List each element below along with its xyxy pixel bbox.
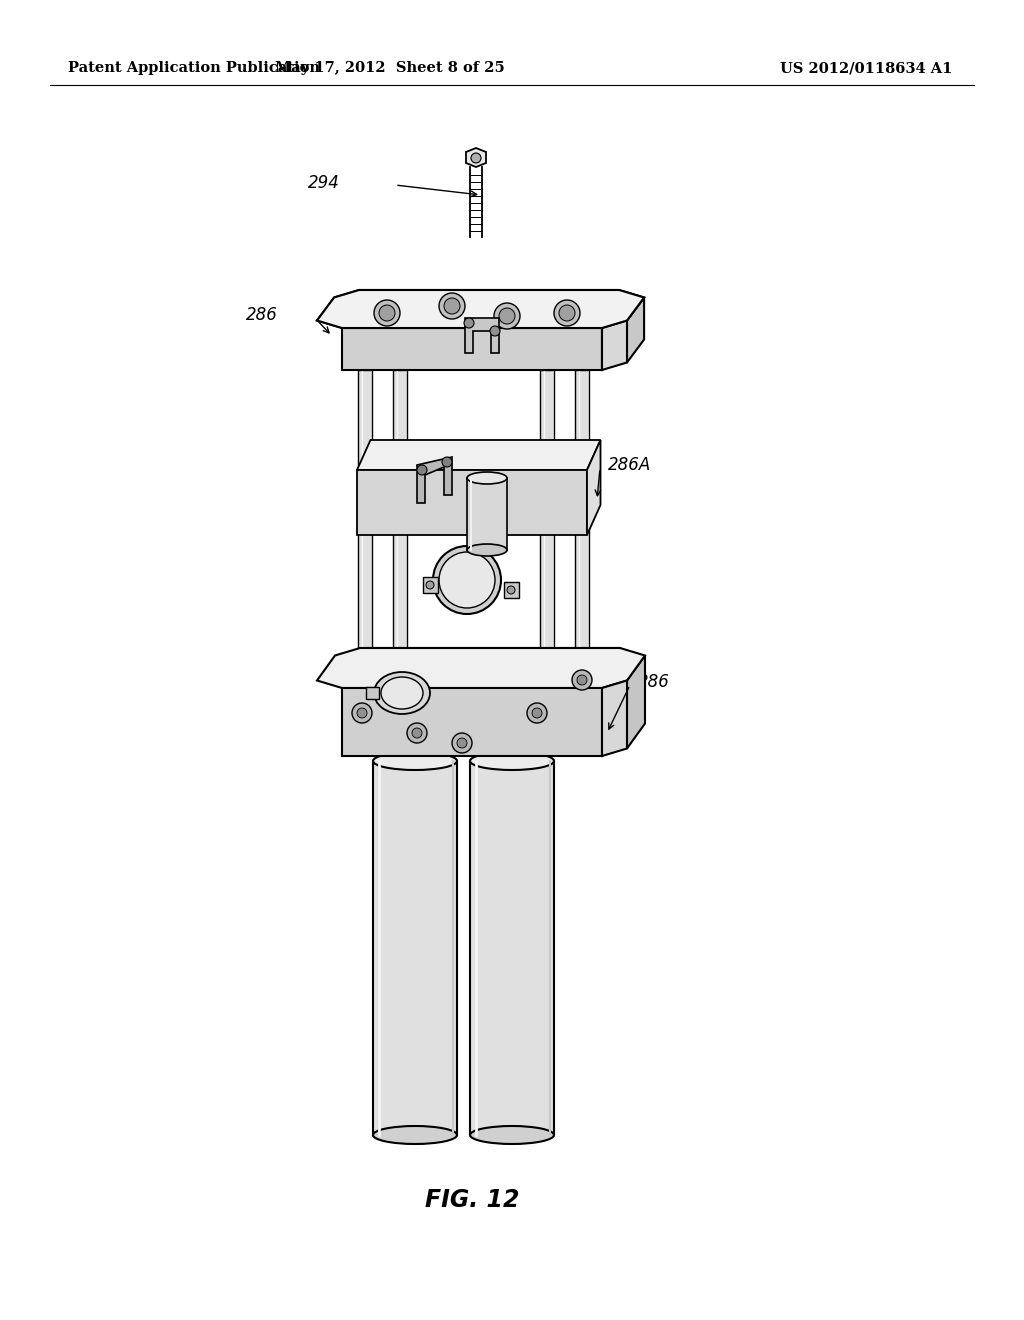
Text: 286A: 286A [608,455,651,474]
Circle shape [499,308,515,323]
Polygon shape [540,370,554,648]
Polygon shape [342,688,602,756]
Circle shape [490,326,500,337]
Ellipse shape [467,544,507,556]
Ellipse shape [433,546,501,614]
Polygon shape [317,290,644,327]
Polygon shape [467,478,507,550]
Circle shape [407,723,427,743]
Polygon shape [360,648,620,715]
Polygon shape [504,582,519,598]
Circle shape [559,305,575,321]
Circle shape [357,708,367,718]
Circle shape [554,300,580,326]
Polygon shape [575,370,589,648]
Polygon shape [627,297,644,363]
Polygon shape [466,148,486,168]
Polygon shape [342,327,602,370]
Circle shape [527,704,547,723]
Polygon shape [366,686,379,700]
Circle shape [507,586,515,594]
Circle shape [439,293,465,319]
Circle shape [452,733,472,752]
Polygon shape [465,318,499,352]
Polygon shape [373,762,457,1135]
Polygon shape [393,370,407,648]
Polygon shape [317,648,645,688]
Ellipse shape [374,672,430,714]
Circle shape [532,708,542,718]
Text: May 17, 2012  Sheet 8 of 25: May 17, 2012 Sheet 8 of 25 [275,61,505,75]
Circle shape [379,305,395,321]
Polygon shape [587,440,600,535]
Circle shape [471,153,481,162]
Circle shape [352,704,372,723]
Polygon shape [602,290,620,370]
Text: 286: 286 [638,673,670,690]
Polygon shape [317,290,644,327]
Polygon shape [627,656,645,748]
Circle shape [417,465,427,475]
Ellipse shape [439,552,495,609]
Circle shape [494,304,520,329]
Circle shape [412,729,422,738]
Polygon shape [357,440,600,470]
Circle shape [442,457,452,467]
Ellipse shape [373,752,457,770]
Text: FIG. 12: FIG. 12 [425,1188,519,1212]
Circle shape [444,298,460,314]
Ellipse shape [381,677,423,709]
Circle shape [464,318,474,327]
Text: Patent Application Publication: Patent Application Publication [68,61,319,75]
Polygon shape [602,681,627,756]
Polygon shape [602,321,627,370]
Polygon shape [357,470,587,535]
Polygon shape [470,762,554,1135]
Polygon shape [417,457,452,503]
Circle shape [426,581,434,589]
Text: 286: 286 [246,306,278,323]
Circle shape [374,300,400,326]
Polygon shape [358,370,372,648]
Ellipse shape [467,473,507,484]
Circle shape [457,738,467,748]
Text: US 2012/0118634 A1: US 2012/0118634 A1 [780,61,952,75]
Polygon shape [423,577,438,593]
Circle shape [572,671,592,690]
Text: 294: 294 [308,174,340,191]
Circle shape [577,675,587,685]
Ellipse shape [373,1126,457,1144]
Ellipse shape [470,1126,554,1144]
Ellipse shape [470,752,554,770]
